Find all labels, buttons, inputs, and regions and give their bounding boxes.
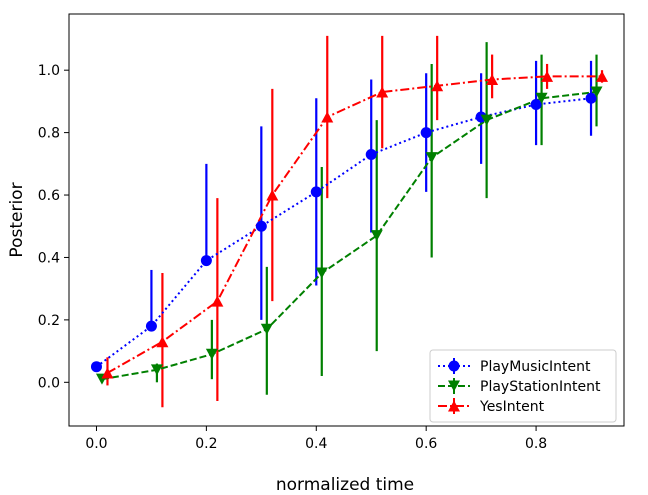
y-axis: 0.0 0.2 0.4 0.6 0.8 1.0 xyxy=(38,63,69,391)
markers-layer xyxy=(90,70,609,385)
y-axis-label: Posterior xyxy=(7,182,27,257)
legend-label-playstationintent: PlayStationIntent xyxy=(480,379,601,395)
point-yesintent-5 xyxy=(376,86,389,98)
point-playstationintent-1 xyxy=(150,364,163,376)
point-playmusicintent-2 xyxy=(200,255,212,267)
point-playmusicintent-4 xyxy=(310,186,322,198)
lines-layer xyxy=(95,75,602,381)
legend-marker-yesintent xyxy=(448,400,460,412)
x-tick-label-1: 0.2 xyxy=(195,436,217,452)
point-yesintent-6 xyxy=(431,80,444,92)
x-tick-label-2: 0.4 xyxy=(305,436,327,452)
point-yesintent-3 xyxy=(266,189,279,201)
series-line-playmusicintent xyxy=(95,97,592,368)
point-playmusicintent-0 xyxy=(90,361,102,373)
y-tick-label-5: 1.0 xyxy=(38,63,60,79)
point-playstationintent-9 xyxy=(590,86,603,98)
point-playmusicintent-5 xyxy=(365,148,377,160)
point-yesintent-2 xyxy=(211,295,224,307)
y-tick-label-2: 0.4 xyxy=(38,250,60,266)
plot-frame xyxy=(68,13,625,427)
point-yesintent-0 xyxy=(101,367,114,379)
legend-label-yesintent: YesIntent xyxy=(479,399,545,415)
series-line-playstationintent xyxy=(101,91,597,381)
legend-box xyxy=(429,349,617,423)
y-tick-label-4: 0.8 xyxy=(38,126,60,142)
point-playstationintent-2 xyxy=(205,348,218,360)
y-tick-label-0: 0.0 xyxy=(38,375,60,391)
point-playstationintent-8 xyxy=(535,92,548,104)
legend: PlayMusicIntent PlayStationIntent YesInt… xyxy=(429,349,617,423)
x-axis-label: normalized time xyxy=(276,475,414,495)
y-tick-label-3: 0.6 xyxy=(38,188,60,204)
point-yesintent-4 xyxy=(321,111,334,123)
point-playmusicintent-6 xyxy=(420,127,432,139)
x-tick-label-0: 0.0 xyxy=(85,436,107,452)
point-yesintent-9 xyxy=(596,70,609,82)
point-playmusicintent-3 xyxy=(255,220,267,232)
point-playmusicintent-9 xyxy=(585,92,597,104)
legend-marker-playstationintent xyxy=(448,380,460,392)
legend-label-playmusicintent: PlayMusicIntent xyxy=(480,359,591,375)
point-yesintent-1 xyxy=(156,336,169,348)
legend-item-yesintent: YesIntent xyxy=(438,398,545,415)
point-playmusicintent-1 xyxy=(145,320,157,332)
x-axis: 0.0 0.2 0.4 0.6 0.8 xyxy=(85,426,547,452)
point-playstationintent-6 xyxy=(425,152,438,164)
legend-item-playstationintent: PlayStationIntent xyxy=(438,378,601,395)
series-line-yesintent xyxy=(107,75,602,374)
point-playstationintent-7 xyxy=(480,114,493,126)
point-playmusicintent-8 xyxy=(530,99,542,111)
x-tick-label-4: 0.8 xyxy=(525,436,547,452)
legend-item-playmusicintent: PlayMusicIntent xyxy=(438,358,591,375)
point-playstationintent-3 xyxy=(260,323,273,335)
x-tick-label-3: 0.6 xyxy=(415,436,437,452)
point-yesintent-8 xyxy=(541,70,554,82)
y-tick-label-1: 0.2 xyxy=(38,313,60,329)
point-playstationintent-5 xyxy=(370,230,383,242)
point-playstationintent-4 xyxy=(315,267,328,279)
legend-marker-playmusicintent xyxy=(448,360,460,372)
point-yesintent-7 xyxy=(486,74,499,86)
